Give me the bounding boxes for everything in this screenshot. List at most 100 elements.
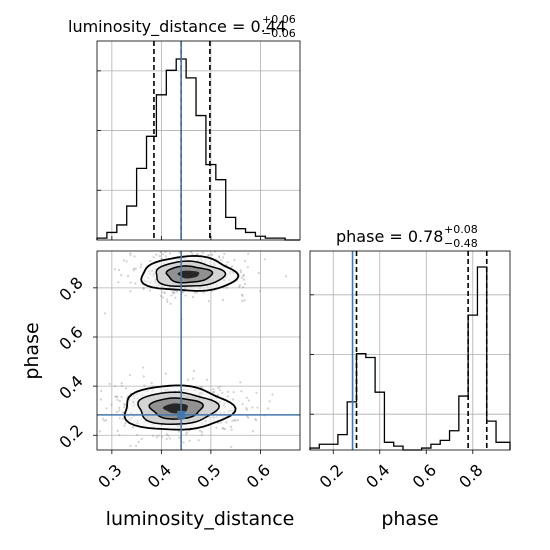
sample-point — [142, 286, 145, 289]
sample-point — [239, 381, 242, 384]
y-tick-label-2: 0.6 — [55, 322, 86, 353]
sample-point — [129, 281, 132, 284]
sample-point — [191, 296, 195, 299]
sample-point — [120, 384, 123, 388]
sample-point — [118, 433, 121, 437]
panel-frame — [96, 250, 301, 451]
sample-point — [247, 399, 250, 402]
x-tick-label-2: 0.5 — [193, 460, 224, 491]
sample-point — [226, 395, 229, 398]
sample-point — [284, 275, 288, 278]
x-axis-label-luminosity-distance: luminosity_distance — [106, 508, 295, 530]
y-tick-label-3: 0.8 — [55, 273, 86, 304]
title-luminosity-distance: luminosity_distance = 0.44 — [68, 17, 286, 37]
sample-point — [241, 402, 244, 406]
sample-point — [225, 421, 228, 424]
sample-point — [129, 444, 132, 447]
histogram-phase: 0.2 0.4 0.6 0.8 — [309, 250, 511, 492]
sample-point — [118, 399, 121, 403]
sample-point — [140, 437, 143, 441]
sample-point — [168, 252, 172, 255]
sample-point — [155, 436, 158, 439]
sample-point — [220, 259, 223, 262]
x-tick-label-3: 0.8 — [455, 460, 486, 491]
sample-point — [132, 267, 136, 270]
sample-point — [113, 385, 116, 388]
sample-point — [239, 270, 243, 274]
sample-point — [233, 418, 236, 422]
sample-point — [178, 251, 181, 254]
sample-point — [245, 406, 248, 410]
sample-point — [134, 267, 137, 270]
sample-point — [160, 435, 164, 439]
sample-point — [133, 255, 136, 258]
sample-point — [164, 255, 167, 258]
sample-point — [255, 391, 258, 394]
sample-point — [122, 259, 125, 262]
sample-point — [221, 391, 224, 394]
sample-point — [114, 395, 117, 398]
sample-point — [192, 377, 195, 380]
sample-point — [242, 273, 246, 276]
sample-point — [240, 390, 243, 393]
sample-point — [123, 405, 126, 409]
sample-point — [199, 429, 202, 433]
sample-point — [124, 422, 127, 425]
sample-point — [196, 291, 199, 294]
sample-point — [256, 406, 259, 409]
sample-point — [99, 398, 103, 401]
sample-point — [255, 419, 258, 422]
sample-point — [118, 409, 121, 412]
sample-point — [221, 299, 225, 302]
density-luminosity-distance-vs-phase: 0.3 0.4 0.5 0.6 0.2 0.4 0.6 0.8 — [55, 250, 301, 492]
sample-point — [140, 263, 143, 266]
sample-point — [139, 266, 142, 269]
sample-point — [234, 419, 237, 422]
y-axis-label-phase: phase — [21, 322, 43, 379]
sample-point — [242, 274, 245, 278]
sample-point — [110, 403, 113, 406]
sample-point — [215, 426, 218, 429]
sample-point — [218, 389, 222, 392]
sample-point — [223, 252, 226, 255]
sample-point — [216, 394, 220, 397]
sample-point — [168, 437, 171, 440]
sample-point — [243, 299, 246, 302]
sample-point — [242, 286, 245, 289]
sample-point — [115, 411, 118, 414]
sample-point — [271, 393, 274, 396]
sample-point — [196, 253, 199, 256]
sample-point — [192, 369, 196, 373]
sample-point — [134, 444, 138, 447]
sample-point — [243, 282, 247, 286]
sample-point — [142, 366, 145, 369]
sample-point — [155, 253, 158, 256]
sample-point — [151, 434, 155, 438]
sample-point — [240, 293, 244, 296]
sample-point — [200, 430, 204, 434]
sample-point — [173, 292, 176, 295]
x-axis-label-phase: phase — [381, 508, 438, 530]
sample-point — [157, 434, 160, 437]
truth-marker — [177, 410, 186, 419]
sample-point — [174, 296, 177, 299]
sample-point — [213, 390, 216, 393]
sample-point — [181, 290, 185, 294]
histogram-outline — [96, 58, 300, 241]
sample-point — [226, 390, 229, 393]
sample-point — [118, 417, 121, 420]
sample-point — [132, 426, 135, 429]
sample-point — [143, 384, 146, 387]
sample-point — [167, 434, 170, 437]
sample-point — [182, 441, 185, 444]
sample-point — [226, 261, 229, 264]
sample-point — [217, 386, 220, 389]
sample-point — [171, 291, 174, 294]
sample-point — [246, 266, 250, 269]
sample-point — [128, 374, 132, 377]
sample-point — [229, 425, 233, 428]
sample-point — [137, 440, 140, 443]
sample-point — [245, 408, 249, 411]
sample-point — [200, 433, 203, 437]
sample-point — [205, 378, 209, 381]
